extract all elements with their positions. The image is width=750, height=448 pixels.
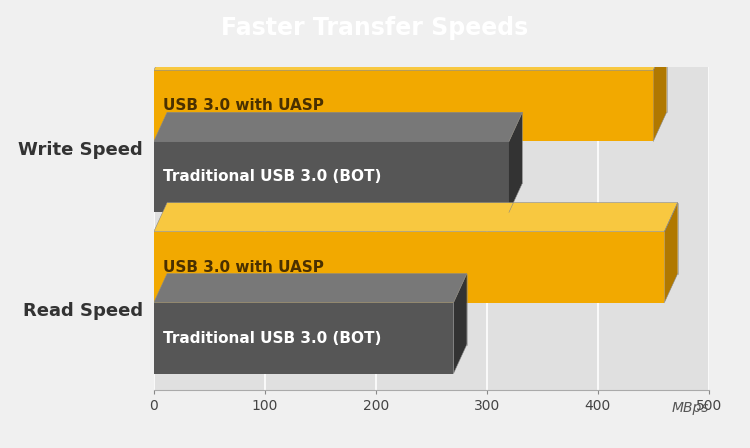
FancyBboxPatch shape (154, 142, 509, 212)
Polygon shape (653, 41, 667, 142)
Polygon shape (154, 202, 678, 232)
Polygon shape (154, 112, 522, 142)
Polygon shape (154, 274, 466, 303)
Polygon shape (154, 41, 667, 70)
Text: USB 3.0 with UASP: USB 3.0 with UASP (163, 99, 323, 113)
Text: MBps: MBps (671, 401, 709, 415)
Text: USB 3.0 with UASP: USB 3.0 with UASP (163, 260, 323, 275)
Polygon shape (664, 202, 678, 303)
Polygon shape (454, 274, 466, 374)
FancyBboxPatch shape (154, 70, 653, 142)
Text: Traditional USB 3.0 (BOT): Traditional USB 3.0 (BOT) (163, 331, 381, 346)
Polygon shape (509, 112, 522, 212)
FancyBboxPatch shape (154, 303, 454, 374)
Text: Faster Transfer Speeds: Faster Transfer Speeds (221, 16, 529, 40)
Text: Traditional USB 3.0 (BOT): Traditional USB 3.0 (BOT) (163, 169, 381, 185)
FancyBboxPatch shape (154, 232, 664, 303)
